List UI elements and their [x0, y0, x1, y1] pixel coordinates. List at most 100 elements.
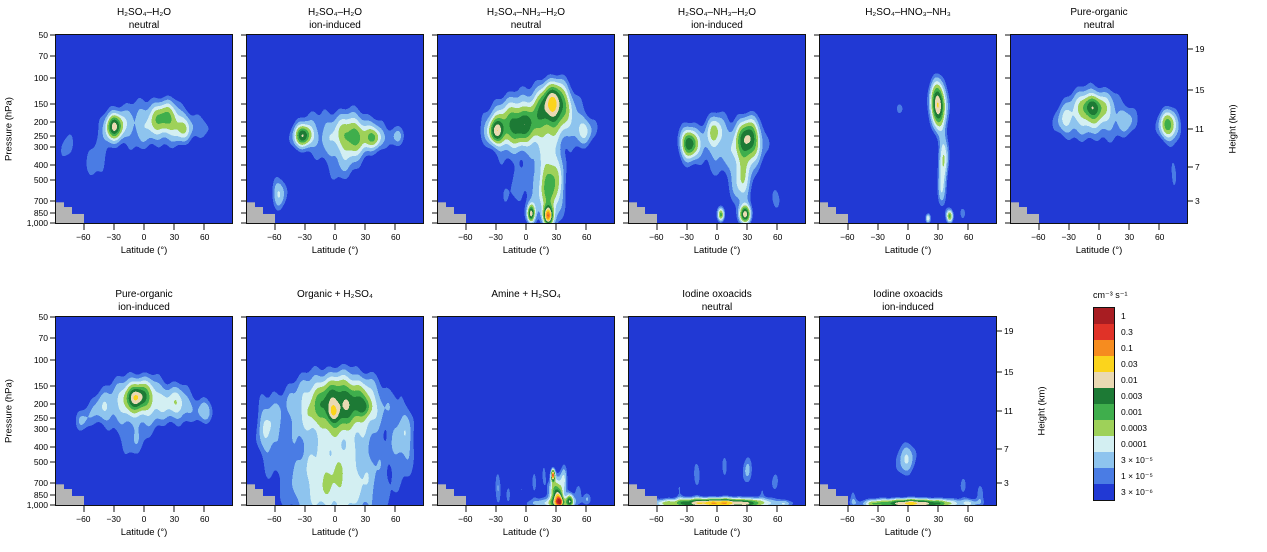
pressure-tick	[1005, 121, 1010, 123]
contour-canvas	[1011, 35, 1187, 223]
pressure-tick	[814, 482, 819, 484]
pressure-tick	[623, 212, 628, 214]
pressure-tick	[432, 417, 437, 419]
latitude-tick-label: 30	[551, 514, 562, 524]
pressure-tick	[432, 359, 437, 361]
pressure-tick	[814, 146, 819, 148]
latitude-tick-label: −30	[679, 232, 694, 242]
height-tick-label: 11	[1195, 124, 1204, 134]
pressure-tick	[814, 385, 819, 387]
x-axis-title: Latitude (°)	[120, 245, 168, 256]
pressure-tick	[814, 428, 819, 430]
panel-title: Iodine oxoacids ion-induced	[819, 288, 997, 314]
pressure-tick-label: 850	[33, 207, 48, 218]
colorbar-tick-label: 0.003	[1121, 391, 1143, 401]
pressure-tick	[623, 482, 628, 484]
pressure-tick-label: 100	[33, 73, 48, 84]
latitude-tick-label: 60	[581, 514, 592, 524]
pressure-tick	[241, 34, 246, 36]
pressure-tick	[432, 494, 437, 496]
pressure-tick	[623, 417, 628, 419]
colorbar: cm⁻³ s⁻¹ 1 0.3 0.1 0.03 0.01 0.003 0.001 0.0003…	[1093, 290, 1153, 501]
pressure-tick	[241, 55, 246, 57]
panel-title-line1: H₂SO₄–H₂O	[307, 7, 363, 18]
plot-area	[623, 316, 806, 512]
colorbar-body: 1 0.3 0.1 0.03 0.01 0.003 0.001 0.0003 0.0001 3 ×…	[1093, 307, 1153, 501]
panel-title-line2: ion-induced	[309, 20, 361, 31]
x-tick-labels: −60 −30 0 30 60	[819, 232, 997, 243]
pressure-tick	[623, 316, 628, 318]
colorbar-swatches	[1093, 307, 1115, 501]
x-axis-title: Latitude (°)	[884, 245, 932, 256]
pressure-tick	[241, 461, 246, 462]
colorbar-cell	[1094, 356, 1114, 372]
pressure-tick	[623, 385, 628, 387]
latitude-tick	[776, 506, 778, 512]
height-tick	[1188, 48, 1193, 50]
latitude-tick	[877, 506, 879, 512]
latitude-tick	[304, 506, 306, 512]
colorbar-tick-label: 0.03	[1121, 359, 1138, 369]
latitude-tick	[1098, 224, 1100, 230]
latitude-tick-label: −60	[267, 514, 282, 524]
pressure-tick	[1005, 200, 1010, 202]
pressure-tick	[50, 34, 55, 36]
latitude-tick-label: −60	[76, 514, 91, 524]
pressure-tick	[50, 417, 55, 419]
latitude-tick-label: 0	[905, 514, 911, 524]
pressure-tick	[50, 385, 55, 387]
colorbar-cell	[1094, 420, 1114, 436]
height-tick	[1188, 89, 1193, 91]
latitude-tick	[304, 224, 306, 230]
x-axis-title: Latitude (°)	[693, 527, 741, 538]
contour-canvas	[247, 35, 423, 223]
pressure-tick	[241, 222, 246, 224]
pressure-tick	[814, 34, 819, 36]
pressure-tick	[241, 428, 246, 430]
pressure-tick-label: 250	[33, 131, 48, 141]
pressure-tick	[814, 200, 819, 202]
pressure-tick	[814, 222, 819, 224]
pressure-tick	[1005, 212, 1010, 214]
pressure-tick-label: 500	[33, 456, 48, 467]
panel-title: H₂SO₄–NH₃–H₂O ion-induced	[628, 6, 806, 32]
contour-panel-4: H₂SO₄–NH₃–H₂O ion-induced −60 −30 0 30 60 Latit…	[623, 6, 806, 256]
plot-area	[432, 316, 615, 512]
panel-title-line1: Organic + H₂SO₄	[296, 289, 374, 300]
pressure-tick	[432, 179, 437, 180]
latitude-tick-label: 30	[169, 514, 180, 524]
latitude-tick-label: 30	[1124, 232, 1135, 242]
pressure-tick	[50, 55, 55, 57]
contour-canvas	[56, 317, 232, 505]
latitude-tick-label: 30	[360, 514, 371, 524]
latitude-tick	[334, 224, 336, 230]
latitude-tick-label: 60	[390, 514, 401, 524]
pressure-tick	[623, 121, 628, 123]
panel-title-line2: neutral	[701, 302, 733, 313]
latitude-tick-label: 60	[1154, 232, 1165, 242]
pressure-tick	[432, 428, 437, 430]
latitude-tick-label: 30	[169, 232, 180, 242]
pressure-tick	[241, 103, 246, 105]
pressure-tick-label: 300	[33, 142, 48, 153]
plot-area: 19 15 11 7 3 Height (km)	[814, 316, 1048, 512]
height-tick-label: 3	[1195, 196, 1200, 207]
pressure-tick	[241, 146, 246, 148]
pressure-tick	[50, 504, 55, 506]
pressure-tick	[814, 494, 819, 496]
x-tick-labels: −60 −30 0 30 60	[437, 232, 615, 243]
colorbar-tick-label: 0.01	[1121, 375, 1138, 385]
pressure-tick	[241, 482, 246, 484]
pressure-tick	[623, 77, 628, 79]
pressure-tick	[50, 103, 55, 105]
pressure-tick	[241, 121, 246, 123]
pressure-tick	[50, 316, 55, 318]
height-axis-title: Height (km)	[1227, 104, 1239, 154]
latitude-tick	[967, 224, 969, 230]
height-tick	[997, 371, 1002, 373]
latitude-tick	[173, 224, 175, 230]
pressure-axis-title: Pressure (hPa)	[3, 97, 15, 161]
pressure-tick-label: 70	[38, 51, 48, 62]
pressure-tick	[623, 179, 628, 180]
